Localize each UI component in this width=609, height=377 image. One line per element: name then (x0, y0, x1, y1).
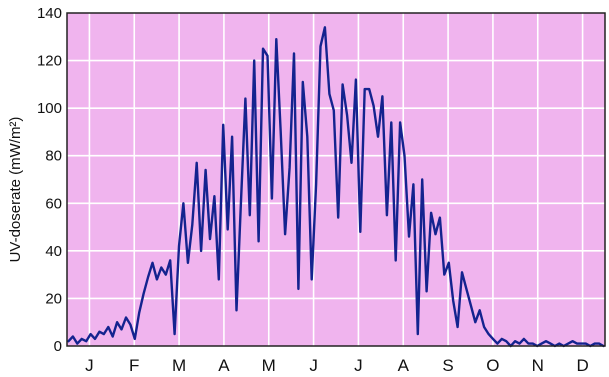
month-tick-label: A (218, 356, 230, 375)
y-tick-label: 0 (54, 338, 62, 355)
uv-doserate-series-line (67, 26, 605, 348)
y-tick-label: 60 (45, 195, 62, 212)
y-tick-label: 40 (45, 243, 62, 260)
month-tick-label: M (172, 356, 186, 375)
month-tick-label: F (129, 356, 139, 375)
y-tick-label: 100 (37, 100, 62, 117)
y-tick-label: 140 (37, 5, 62, 22)
month-tick-label: N (532, 356, 544, 375)
y-tick-label: 20 (45, 290, 62, 307)
month-tick-label: A (398, 356, 410, 375)
y-tick-label: 120 (37, 53, 62, 70)
month-tick-label: M (262, 356, 276, 375)
plot-frame (66, 12, 606, 347)
y-axis-label: UV-doserate (mW/m²) (7, 117, 24, 263)
month-tick-label: J (85, 356, 94, 375)
month-tick-label: J (354, 356, 363, 375)
y-tick-labels: 0 20 40 60 80 100 120 140 (37, 5, 62, 355)
month-tick-label: O (486, 356, 499, 375)
month-tick-label: J (309, 356, 318, 375)
month-tick-label: D (576, 356, 588, 375)
y-tick-label: 80 (45, 148, 62, 165)
month-tick-label: S (442, 356, 453, 375)
grid-lines (67, 13, 605, 346)
